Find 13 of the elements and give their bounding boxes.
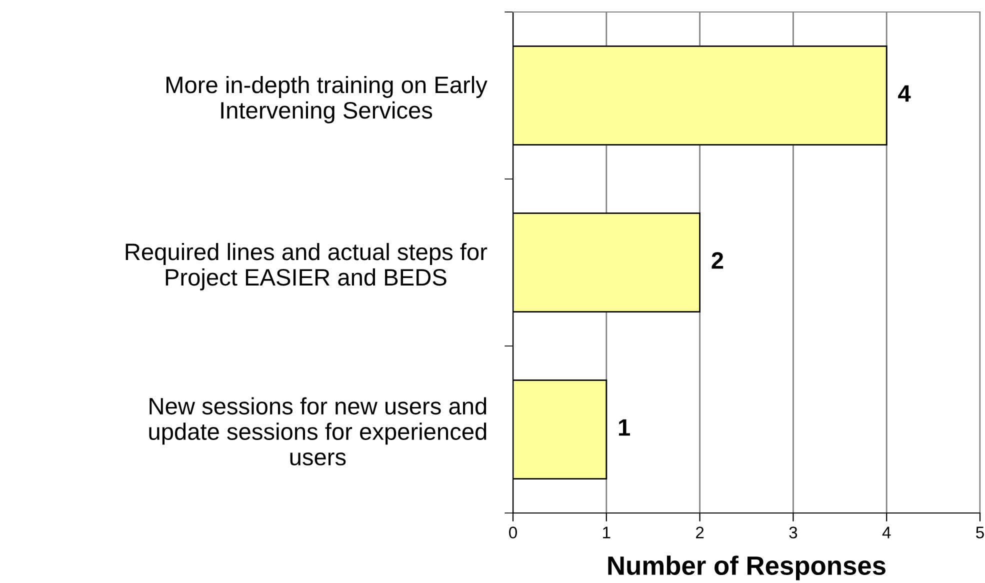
x-tick-label: 5 xyxy=(976,526,984,538)
y-tick-label: More in-depth training on Early Intervening Services xyxy=(166,76,488,124)
y-tick-label: Required lines and actual steps for Project EASIER and BEDS xyxy=(126,242,488,290)
data-label: 2 xyxy=(712,252,724,269)
data-label: 1 xyxy=(619,419,630,436)
x-axis-title: Number of Responses xyxy=(608,556,886,580)
x-tick-label: 1 xyxy=(603,526,610,538)
y-tick-label: New sessions for new users and update sessions for experienced users xyxy=(149,397,486,466)
data-label: 4 xyxy=(898,85,911,102)
x-tick-label: 0 xyxy=(509,526,517,538)
x-tick-label: 2 xyxy=(696,526,704,538)
x-tick-label: 4 xyxy=(882,526,891,538)
x-tick-label: 3 xyxy=(789,526,798,538)
